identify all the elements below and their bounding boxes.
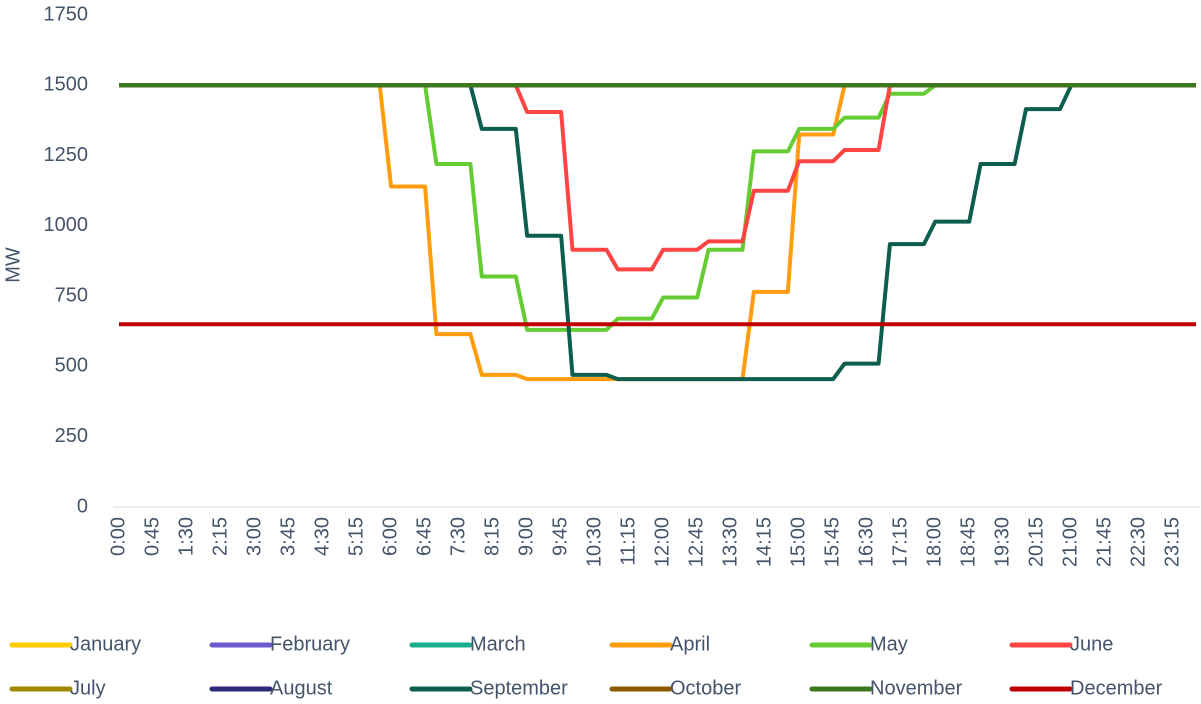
y-tick-label: 1250 <box>44 144 89 166</box>
legend-label: July <box>70 677 106 699</box>
x-tick-label: 16:30 <box>856 517 878 567</box>
x-tick-label: 13:30 <box>719 517 741 567</box>
y-tick-label: 250 <box>55 425 88 447</box>
legend-label: January <box>70 633 141 655</box>
x-tick-label: 10:30 <box>583 517 605 567</box>
x-tick-label: 20:15 <box>1026 517 1048 567</box>
x-tick-label: 6:00 <box>379 517 401 556</box>
x-tick-label: 11:15 <box>617 517 639 566</box>
series-line <box>119 83 1196 382</box>
x-tick-label: 12:45 <box>685 517 707 567</box>
x-tick-label: 4:30 <box>311 517 333 556</box>
x-tick-label: 21:45 <box>1094 517 1116 567</box>
y-axis-label: MW <box>2 247 24 283</box>
x-tick-label: 12:00 <box>651 517 673 567</box>
legend-label: April <box>670 633 710 655</box>
legend-label: May <box>870 633 908 655</box>
y-tick-label: 1500 <box>44 74 89 96</box>
legend-label: February <box>270 633 350 655</box>
legend-label: November <box>870 677 963 699</box>
y-tick-label: 1000 <box>44 214 89 236</box>
series-line <box>119 83 1196 332</box>
legend-label: December <box>1070 677 1163 699</box>
x-tick-label: 3:00 <box>243 517 265 556</box>
legend-label: March <box>470 633 526 655</box>
x-tick-label: 9:45 <box>549 517 571 556</box>
x-tick-label: 9:00 <box>515 517 537 556</box>
legend-label: June <box>1070 633 1113 655</box>
x-tick-label: 3:45 <box>277 517 299 556</box>
y-tick-label: 750 <box>55 284 88 306</box>
y-tick-label: 1750 <box>44 3 89 25</box>
legend-label: October <box>670 677 741 699</box>
x-tick-label: 18:45 <box>958 517 980 567</box>
x-tick-label: 8:15 <box>481 517 503 556</box>
x-tick-label: 0:45 <box>141 517 163 556</box>
legend-label: September <box>470 677 568 699</box>
x-tick-label: 6:45 <box>413 517 435 556</box>
x-tick-label: 7:30 <box>447 517 469 556</box>
x-tick-label: 1:30 <box>175 517 197 556</box>
x-tick-label: 14:15 <box>753 517 775 567</box>
legend-label: August <box>270 677 333 699</box>
x-tick-label: 21:00 <box>1060 517 1082 567</box>
x-tick-label: 22:30 <box>1128 517 1150 567</box>
x-tick-label: 18:00 <box>924 517 946 567</box>
x-tick-label: 17:15 <box>890 517 912 567</box>
x-tick-label: 2:15 <box>209 517 231 556</box>
series-line <box>119 83 1196 382</box>
series-line <box>119 83 1196 272</box>
x-tick-label: 15:00 <box>787 517 809 567</box>
x-tick-label: 19:30 <box>992 517 1014 567</box>
y-tick-label: 0 <box>77 495 88 517</box>
y-tick-label: 500 <box>55 355 88 377</box>
x-tick-label: 15:45 <box>822 517 844 567</box>
x-tick-label: 23:15 <box>1162 517 1184 567</box>
x-tick-label: 5:15 <box>345 517 367 556</box>
x-tick-label: 0:00 <box>107 517 129 556</box>
